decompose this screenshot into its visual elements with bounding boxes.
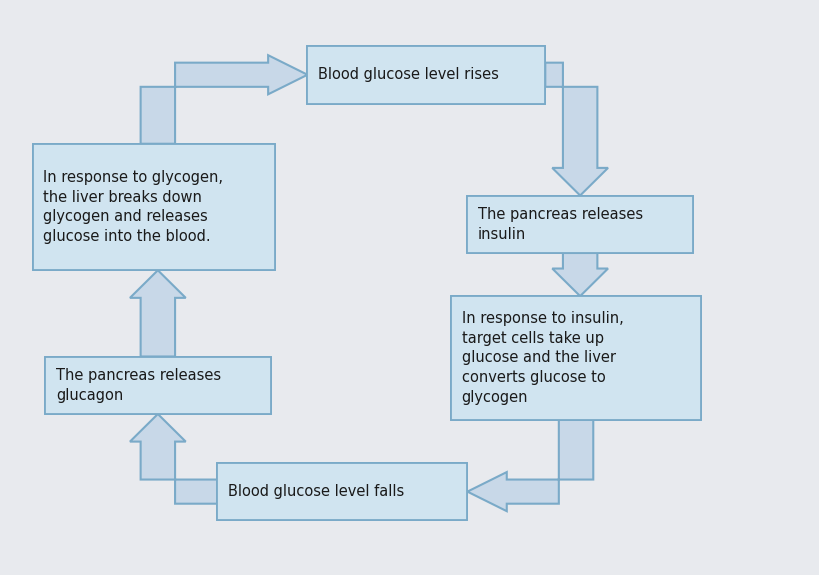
Text: In response to insulin,
target cells take up
glucose and the liver
converts gluc: In response to insulin, target cells tak…: [461, 311, 622, 405]
Text: The pancreas releases
glucagon: The pancreas releases glucagon: [56, 368, 220, 402]
Polygon shape: [141, 55, 307, 144]
Polygon shape: [129, 270, 186, 356]
FancyBboxPatch shape: [467, 196, 692, 253]
Polygon shape: [552, 253, 608, 296]
Text: The pancreas releases
insulin: The pancreas releases insulin: [477, 207, 642, 242]
FancyBboxPatch shape: [450, 296, 700, 420]
FancyBboxPatch shape: [45, 356, 270, 414]
Text: In response to glycogen,
the liver breaks down
glycogen and releases
glucose int: In response to glycogen, the liver break…: [43, 170, 224, 244]
FancyBboxPatch shape: [33, 144, 274, 270]
Text: Blood glucose level falls: Blood glucose level falls: [228, 484, 404, 499]
FancyBboxPatch shape: [45, 356, 270, 414]
Text: The pancreas releases
glucagon: The pancreas releases glucagon: [56, 368, 220, 402]
FancyBboxPatch shape: [217, 463, 467, 520]
FancyBboxPatch shape: [217, 463, 467, 520]
Polygon shape: [545, 63, 608, 196]
FancyBboxPatch shape: [307, 46, 545, 104]
Text: Blood glucose level rises: Blood glucose level rises: [318, 67, 499, 82]
Text: In response to insulin,
target cells take up
glucose and the liver
converts gluc: In response to insulin, target cells tak…: [461, 311, 622, 405]
Polygon shape: [467, 420, 593, 511]
FancyBboxPatch shape: [450, 296, 700, 420]
Polygon shape: [129, 414, 217, 504]
FancyBboxPatch shape: [467, 196, 692, 253]
Text: In response to glycogen,
the liver breaks down
glycogen and releases
glucose int: In response to glycogen, the liver break…: [43, 170, 224, 244]
FancyBboxPatch shape: [307, 46, 545, 104]
Text: Blood glucose level rises: Blood glucose level rises: [318, 67, 499, 82]
Text: Blood glucose level falls: Blood glucose level falls: [228, 484, 404, 499]
Text: The pancreas releases
insulin: The pancreas releases insulin: [477, 207, 642, 242]
FancyBboxPatch shape: [33, 144, 274, 270]
